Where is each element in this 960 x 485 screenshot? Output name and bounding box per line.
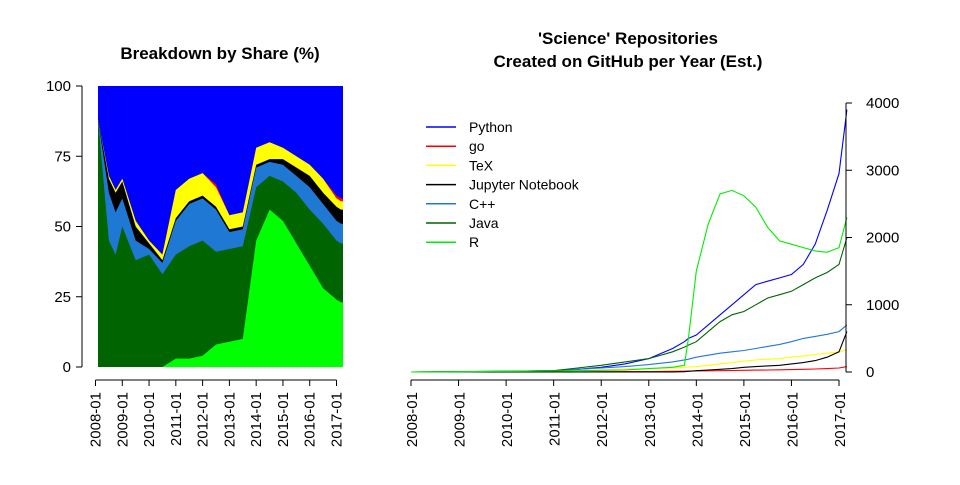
share-y-tick-label: 100: [46, 78, 71, 95]
line-c-: [410, 324, 848, 373]
repos-y-tick-label: 2000: [866, 230, 899, 247]
repos-y-tick-label: 4000: [866, 95, 899, 112]
legend-label-tex: TeX: [469, 157, 494, 173]
repos-chart-axes: 0 1000 2000 3000 4000 2008-01 2009-01 2010-01 20…: [404, 95, 899, 447]
legend-label-c-: C++: [469, 196, 495, 212]
share-x-tick-label: 2013-01: [221, 392, 238, 447]
repos-x-tick-label: 2016-01: [784, 392, 801, 447]
share-x-tick-label: 2015-01: [275, 392, 292, 447]
repos-x-tick-label: 2012-01: [594, 392, 611, 447]
repos-chart-lines: [410, 109, 848, 373]
legend-label-java: Java: [469, 215, 499, 231]
repos-y-tick-label: 0: [866, 364, 874, 381]
repos-x-tick-label: 2009-01: [452, 392, 469, 447]
share-x-tick-label: 2009-01: [114, 392, 131, 447]
repos-x-tick-label: 2015-01: [737, 392, 754, 447]
legend-label-go: go: [469, 138, 485, 154]
repos-chart: 'Science' Repositories Created on GitHub…: [404, 29, 899, 447]
share-chart: Breakdown by Share (%) 0 25 50 75 100 2008-01…: [46, 44, 346, 447]
line-r: [410, 189, 848, 373]
share-chart-axes: 0 25 50 75 100 2008-01 2009-01 2010-01 2011-01 20…: [46, 78, 346, 447]
share-x-tick-label: 2010-01: [141, 392, 158, 447]
share-x-tick-label: 2008-01: [88, 392, 105, 447]
share-x-tick-label: 2014-01: [248, 392, 265, 447]
repos-chart-title: 'Science' Repositories: [538, 29, 718, 48]
repos-y-tick-label: 1000: [866, 297, 899, 314]
line-jupyter-notebook: [411, 331, 848, 373]
repos-x-tick-label: 2011-01: [547, 392, 564, 446]
repos-x-tick-label: 2013-01: [642, 392, 659, 447]
legend-label-python: Python: [469, 119, 513, 135]
share-x-tick-label: 2016-01: [302, 392, 319, 447]
share-x-tick-label: 2012-01: [195, 392, 212, 447]
repos-x-tick-label: 2017-01: [832, 392, 849, 447]
repos-x-tick-label: 2008-01: [404, 392, 421, 447]
repos-x-tick-label: 2010-01: [499, 392, 516, 447]
share-y-tick-label: 25: [54, 289, 71, 306]
share-x-tick-label: 2017-01: [329, 392, 346, 447]
share-y-tick-label: 50: [54, 219, 71, 236]
share-y-tick-label: 0: [63, 359, 71, 376]
repos-x-tick-label: 2014-01: [689, 392, 706, 447]
share-y-tick-label: 75: [54, 148, 71, 165]
legend-label-r: R: [469, 234, 479, 250]
share-chart-areas: [98, 86, 343, 367]
repos-chart-subtitle: Created on GitHub per Year (Est.): [494, 52, 763, 71]
line-java: [410, 237, 848, 373]
share-area-r: [98, 209, 343, 367]
repos-y-tick-label: 3000: [866, 162, 899, 179]
share-chart-title: Breakdown by Share (%): [120, 44, 319, 63]
legend-label-jupyter-notebook: Jupyter Notebook: [469, 177, 580, 193]
share-x-tick-label: 2011-01: [168, 392, 185, 446]
repos-chart-legend: Python go TeX Jupyter Notebook C++ Java R: [426, 119, 580, 250]
